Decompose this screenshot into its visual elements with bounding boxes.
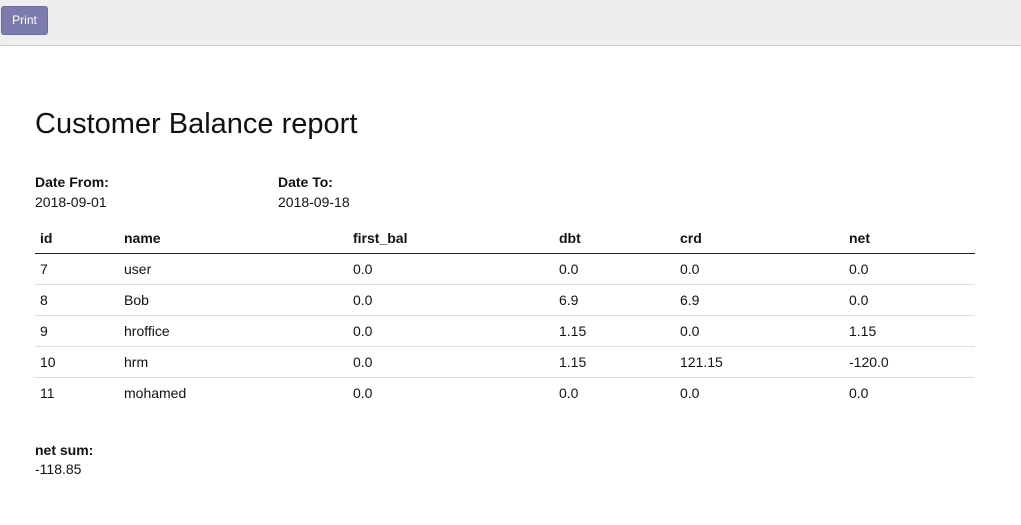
cell-net: 0.0 [844,377,975,408]
cell-dbt: 0.0 [554,377,675,408]
print-button[interactable]: Print [1,6,48,35]
cell-name: hroffice [119,315,348,347]
column-header-dbt: dbt [554,222,675,254]
cell-id: 10 [35,346,119,378]
date-from-label: Date From: [35,174,109,190]
cell-crd: 0.0 [675,377,844,408]
cell-name: user [124,261,152,277]
cell-id: 11 [35,377,119,408]
cell-crd: 121.15 [675,346,844,378]
table-header-row: id name first_bal dbt crd net [35,222,975,254]
table-row: 8 Bob 0.0 6.9 6.9 0.0 [35,284,975,316]
table-row: 9 hroffice 0.0 1.15 0.0 1.15 [35,315,975,347]
cell-first-bal: 0.0 [348,346,554,378]
table-row: 10 hrm 0.0 1.15 121.15 -120.0 [35,346,975,378]
cell-dbt: 0.0 [559,261,579,277]
date-from-value: 2018-09-01 [35,194,107,210]
cell-name: mohamed [119,377,348,408]
date-to-block: Date To: 2018-09-18 [278,174,350,210]
column-header-first-bal: first_bal [348,222,554,254]
column-header-net: net [844,222,975,254]
table-row: 11 mohamed 0.0 0.0 0.0 0.0 [35,377,975,408]
page-title: Customer Balance report [35,108,358,140]
cell-dbt: 6.9 [554,284,675,316]
cell-id: 9 [35,315,119,347]
cell-crd: 0.0 [675,315,844,347]
cell-first-bal: 0.0 [348,377,554,408]
date-from-block: Date From: 2018-09-01 [35,174,109,210]
cell-name: hrm [119,346,348,378]
cell-first-bal: 0.0 [348,315,554,347]
cell-net: 0.0 [849,261,869,277]
table-row: 7 user 0.0 0.0 0.0 0.0 [35,254,975,285]
cell-crd: 0.0 [680,261,700,277]
cell-dbt: 1.15 [554,315,675,347]
net-sum-block: net sum: -118.85 [35,442,93,477]
net-sum-label: net sum: [35,442,94,458]
cell-first-bal: 0.0 [348,284,554,316]
cell-id: 8 [35,284,119,316]
cell-net: 0.0 [844,284,975,316]
toolbar: Print [0,0,1021,46]
cell-id: 7 [40,261,48,277]
cell-net: -120.0 [844,346,975,378]
date-to-label: Date To: [278,174,333,190]
column-header-crd: crd [675,222,844,254]
column-header-id: id [35,222,119,254]
cell-dbt: 1.15 [554,346,675,378]
cell-crd: 6.9 [675,284,844,316]
balance-table: id name first_bal dbt crd net 7 user 0.0… [35,222,975,408]
cell-first-bal: 0.0 [353,261,373,277]
date-to-value: 2018-09-18 [278,194,350,210]
cell-net: 1.15 [844,315,975,347]
net-sum-value: -118.85 [35,461,82,477]
column-header-name: name [119,222,348,254]
cell-name: Bob [119,284,348,316]
